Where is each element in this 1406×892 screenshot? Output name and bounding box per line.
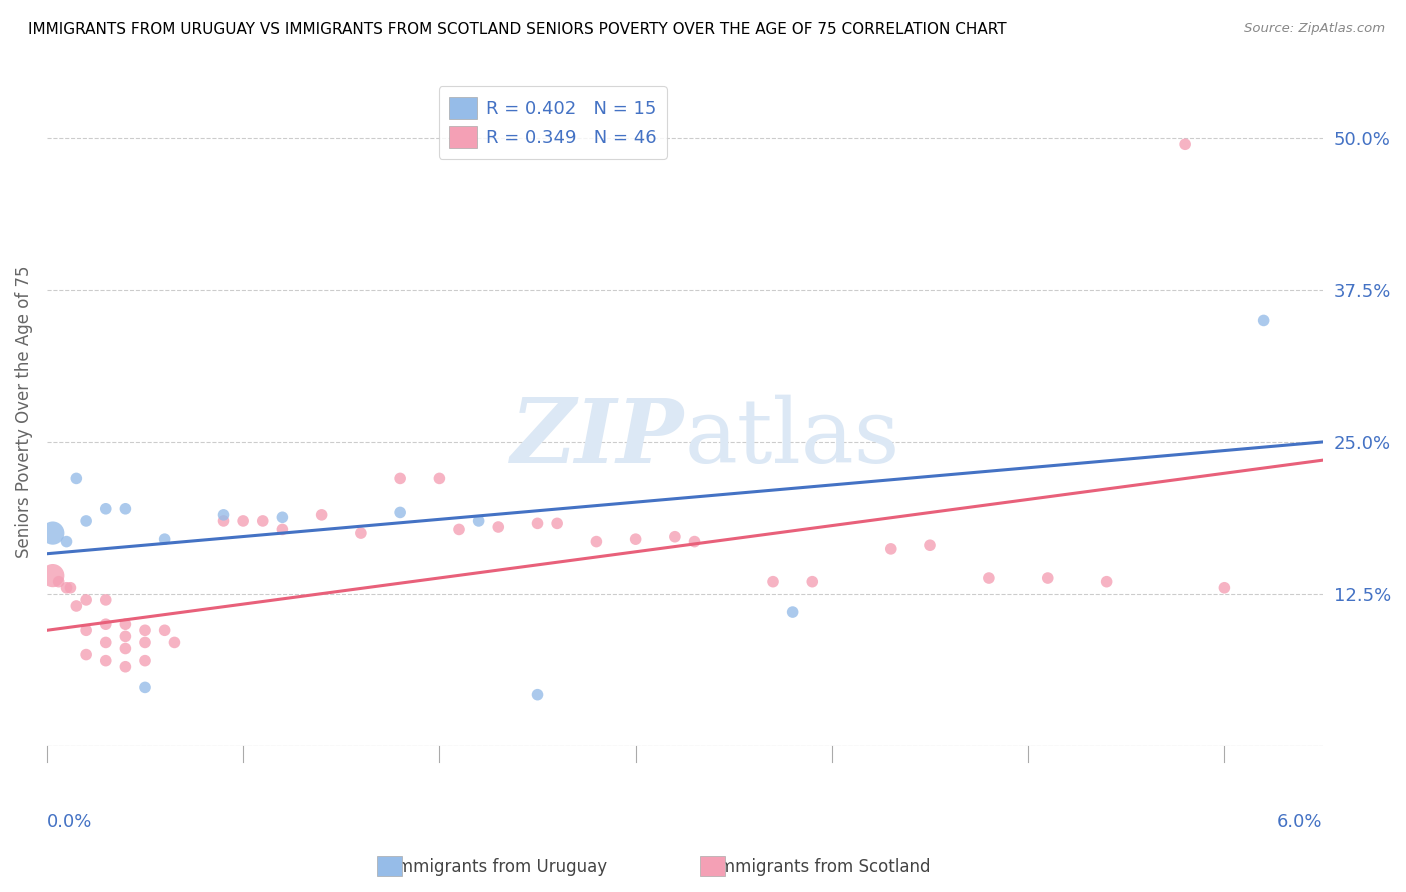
Point: [163, 635, 186, 649]
Point: [134, 624, 156, 638]
Point: [48, 574, 70, 589]
Point: [94, 617, 117, 632]
Point: [114, 659, 136, 673]
Point: [1213, 581, 1236, 595]
Point: [134, 635, 156, 649]
Point: [1036, 571, 1059, 585]
Point: [546, 516, 568, 531]
Point: [1174, 137, 1197, 152]
Point: [94, 501, 117, 516]
Point: [389, 471, 412, 485]
Point: [94, 635, 117, 649]
Point: [271, 510, 294, 524]
Point: [114, 617, 136, 632]
Text: Source: ZipAtlas.com: Source: ZipAtlas.com: [1244, 22, 1385, 36]
Point: [65, 471, 87, 485]
Point: [114, 501, 136, 516]
Y-axis label: Seniors Poverty Over the Age of 75: Seniors Poverty Over the Age of 75: [15, 265, 32, 558]
Point: [683, 534, 706, 549]
Point: [486, 520, 509, 534]
Point: [75, 624, 97, 638]
Point: [134, 654, 156, 668]
Text: Immigrants from Scotland: Immigrants from Scotland: [714, 858, 931, 876]
Point: [526, 516, 548, 531]
Point: [232, 514, 254, 528]
Point: [664, 530, 686, 544]
Point: [212, 508, 235, 522]
Point: [801, 574, 824, 589]
Point: [350, 526, 373, 541]
Point: [75, 648, 97, 662]
Point: [467, 514, 489, 528]
Point: [526, 688, 548, 702]
Point: [55, 581, 77, 595]
Point: [447, 523, 470, 537]
Point: [880, 541, 903, 556]
Text: IMMIGRANTS FROM URUGUAY VS IMMIGRANTS FROM SCOTLAND SENIORS POVERTY OVER THE AGE: IMMIGRANTS FROM URUGUAY VS IMMIGRANTS FR…: [28, 22, 1007, 37]
Point: [114, 641, 136, 656]
Point: [134, 681, 156, 695]
Point: [585, 534, 607, 549]
Point: [94, 654, 117, 668]
Point: [42, 568, 65, 582]
Point: [1253, 313, 1275, 327]
Point: [153, 532, 176, 546]
Point: [311, 508, 333, 522]
Point: [114, 629, 136, 643]
Point: [59, 581, 82, 595]
Point: [75, 514, 97, 528]
Point: [271, 523, 294, 537]
Point: [762, 574, 785, 589]
Text: 0.0%: 0.0%: [46, 813, 93, 830]
Point: [153, 624, 176, 638]
Point: [782, 605, 804, 619]
Text: atlas: atlas: [685, 394, 900, 482]
Point: [389, 505, 412, 519]
Text: 6.0%: 6.0%: [1277, 813, 1323, 830]
Point: [977, 571, 1000, 585]
Point: [429, 471, 451, 485]
Point: [918, 538, 941, 552]
Point: [65, 599, 87, 613]
Point: [212, 514, 235, 528]
Point: [94, 593, 117, 607]
Point: [42, 526, 65, 541]
Text: Immigrants from Uruguay: Immigrants from Uruguay: [391, 858, 607, 876]
Point: [252, 514, 274, 528]
Text: ZIP: ZIP: [512, 395, 685, 482]
Point: [75, 593, 97, 607]
Point: [624, 532, 647, 546]
Point: [55, 534, 77, 549]
Legend: R = 0.402   N = 15, R = 0.349   N = 46: R = 0.402 N = 15, R = 0.349 N = 46: [439, 87, 666, 159]
Point: [1095, 574, 1118, 589]
